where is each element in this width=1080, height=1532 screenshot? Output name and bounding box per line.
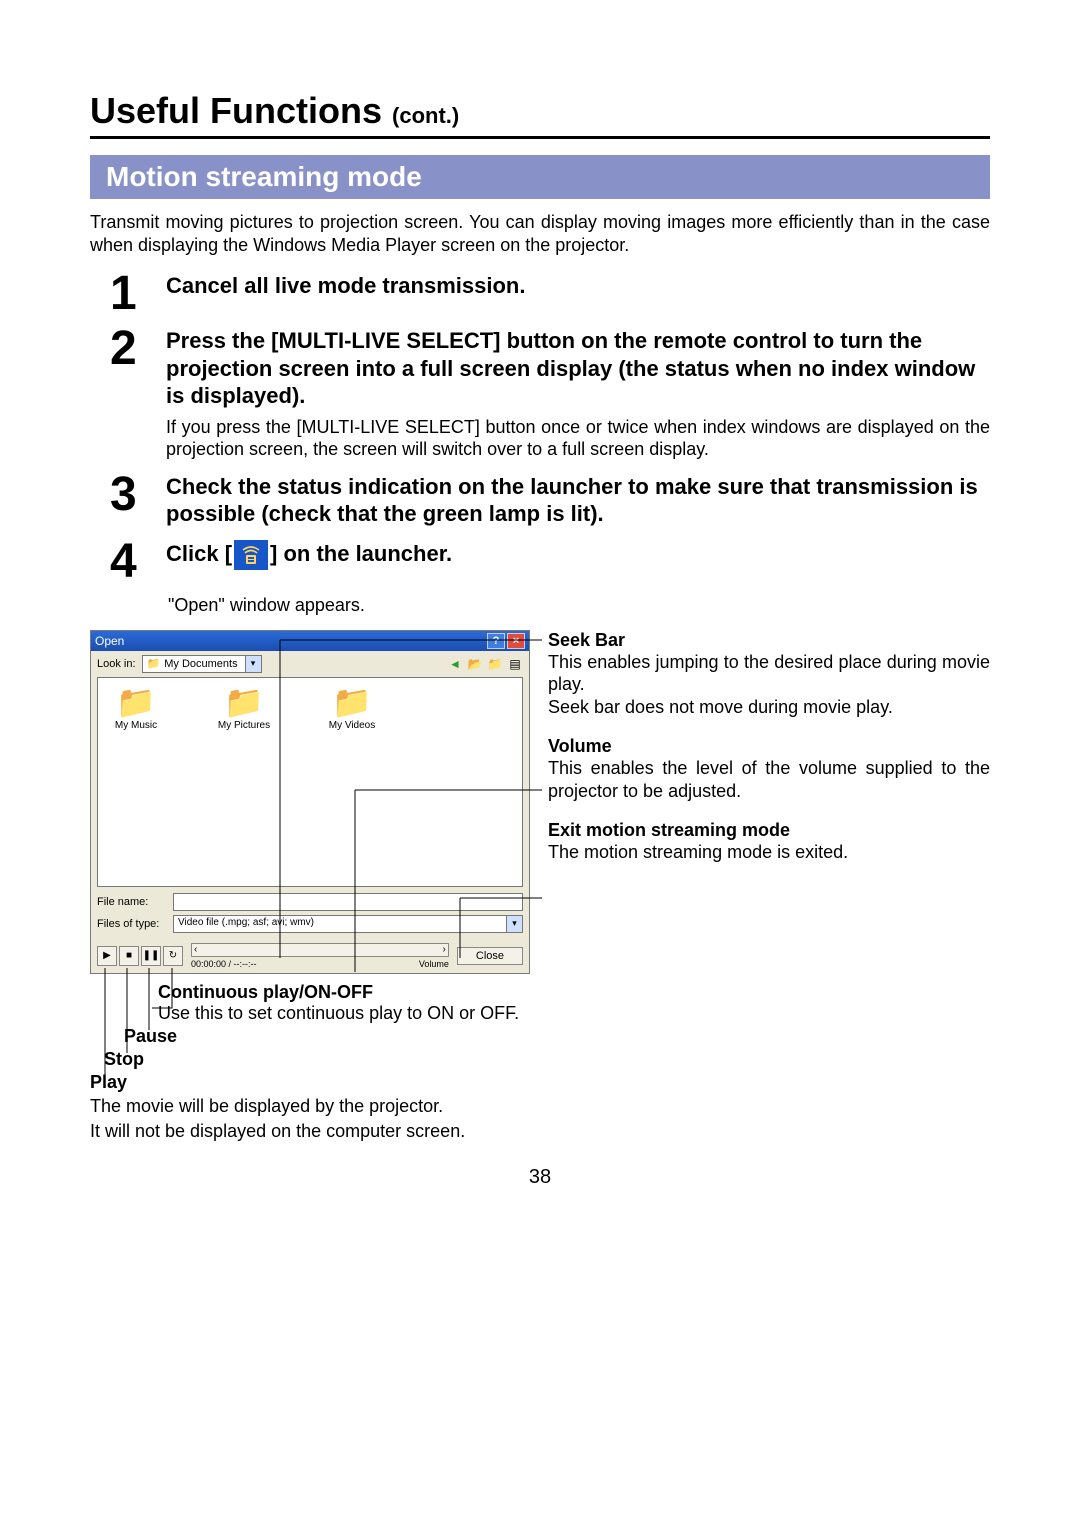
annotation-pause: Pause — [124, 1026, 990, 1047]
annotation-title: Pause — [124, 1026, 177, 1046]
lookin-combo[interactable]: 📁 My Documents ▾ — [142, 655, 262, 673]
step-2: 2 Press the [MULTI-LIVE SELECT] button o… — [110, 327, 990, 461]
annotation-exit: Exit motion streaming mode The motion st… — [548, 820, 990, 864]
seek-time: 00:00:00 / --:--:-- — [191, 959, 257, 969]
page-title-row: Useful Functions (cont.) — [90, 90, 990, 139]
close-button[interactable]: Close — [457, 947, 523, 965]
filename-label: File name: — [97, 896, 165, 908]
back-icon[interactable]: ◄ — [447, 656, 463, 672]
folder-icon: 📁 — [116, 686, 156, 718]
page-title: Useful Functions — [90, 90, 382, 132]
volume-label: Volume — [419, 959, 449, 969]
annotation-seekbar: Seek Bar This enables jumping to the des… — [548, 630, 990, 719]
annotation-title: Continuous play/ON-OFF — [158, 982, 373, 1002]
play-button[interactable]: ▶ — [97, 946, 117, 966]
views-icon[interactable]: ▤ — [507, 656, 523, 672]
annotation-volume: Volume This enables the level of the vol… — [548, 736, 990, 802]
page-number: 38 — [90, 1166, 990, 1189]
annotation-body: This enables the level of the volume sup… — [548, 757, 990, 802]
annotation-title: Exit motion streaming mode — [548, 820, 990, 841]
annotation-body: The motion streaming mode is exited. — [548, 841, 990, 864]
annotation-title: Seek Bar — [548, 630, 990, 651]
up-folder-icon[interactable]: 📂 — [467, 656, 483, 672]
help-button[interactable]: ? — [487, 633, 505, 649]
folder-name: My Music — [115, 720, 157, 731]
continuous-play-button[interactable]: ↻ — [163, 946, 183, 966]
annotation-title: Volume — [548, 736, 990, 757]
annotation-continuous: Continuous play/ON-OFF Use this to set c… — [158, 982, 990, 1024]
open-window-appears: "Open" window appears. — [168, 595, 990, 616]
step-heading: Check the status indication on the launc… — [166, 473, 990, 528]
step-number: 2 — [110, 327, 148, 370]
step4-post: ] on the launcher. — [270, 541, 452, 566]
seek-left-icon: ‹ — [194, 944, 197, 955]
folder-item[interactable]: 📁 My Videos — [322, 686, 382, 731]
dialog-titlebar: Open ? × — [91, 631, 529, 651]
dialog-title: Open — [95, 634, 124, 648]
annotation-stop: Stop — [104, 1049, 990, 1070]
pause-button[interactable]: ❚❚ — [141, 946, 161, 966]
annotation-body: This enables jumping to the desired plac… — [548, 651, 990, 719]
open-dialog: Open ? × Look in: 📁 My Documents ▾ ◄ — [90, 630, 530, 974]
seek-right-icon: › — [443, 944, 446, 955]
folder-item[interactable]: 📁 My Music — [106, 686, 166, 731]
step4-pre: Click [ — [166, 541, 232, 566]
play-explain-2: It will not be displayed on the computer… — [90, 1120, 990, 1143]
annotation-title: Stop — [104, 1049, 144, 1069]
seek-bar[interactable]: ‹ › — [191, 943, 449, 957]
stop-button[interactable]: ■ — [119, 946, 139, 966]
step-number: 1 — [110, 272, 148, 315]
step-heading: Press the [MULTI-LIVE SELECT] button on … — [166, 327, 990, 410]
step-4: 4 Click [ ] on the launcher. — [110, 540, 990, 583]
folder-name: My Pictures — [218, 720, 270, 731]
close-window-button[interactable]: × — [507, 633, 525, 649]
folder-item[interactable]: 📁 My Pictures — [214, 686, 274, 731]
annotation-body: Use this to set continuous play to ON or… — [158, 1003, 519, 1023]
play-explain-1: The movie will be displayed by the proje… — [90, 1095, 990, 1118]
step-3: 3 Check the status indication on the lau… — [110, 473, 990, 528]
folder-name: My Videos — [329, 720, 376, 731]
filetype-combo[interactable]: Video file (.mpg; asf; avi; wmv) ▾ — [173, 915, 523, 933]
chevron-down-icon: ▾ — [245, 656, 261, 672]
step-heading: Cancel all live mode transmission. — [166, 272, 990, 300]
lookin-label: Look in: — [97, 658, 136, 670]
folder-icon: 📁 — [224, 686, 264, 718]
new-folder-icon[interactable]: 📁 — [487, 656, 503, 672]
close-label: Close — [476, 950, 504, 962]
folder-icon: 📁 — [332, 686, 372, 718]
filetype-value: Video file (.mpg; asf; avi; wmv) — [174, 917, 314, 928]
annotation-play: Play — [90, 1072, 990, 1093]
filetype-label: Files of type: — [97, 918, 165, 930]
step-heading: Click [ ] on the launcher. — [166, 540, 990, 570]
page-title-cont: (cont.) — [392, 103, 459, 129]
annotation-title: Play — [90, 1072, 127, 1092]
section-heading: Motion streaming mode — [90, 155, 990, 199]
file-list[interactable]: 📁 My Music 📁 My Pictures 📁 My Videos — [97, 677, 523, 887]
filename-input[interactable] — [173, 893, 523, 911]
chevron-down-icon: ▾ — [506, 916, 522, 932]
lookin-value: My Documents — [164, 658, 237, 670]
step-number: 4 — [110, 540, 148, 583]
step-note: If you press the [MULTI-LIVE SELECT] but… — [166, 416, 990, 461]
step-number: 3 — [110, 473, 148, 516]
intro-text: Transmit moving pictures to projection s… — [90, 211, 990, 256]
step-1: 1 Cancel all live mode transmission. — [110, 272, 990, 315]
launcher-streaming-icon — [234, 540, 268, 570]
folder-icon: 📁 — [147, 657, 161, 670]
